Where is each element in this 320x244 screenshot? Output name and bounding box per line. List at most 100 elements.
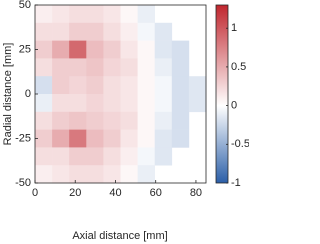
colorbar-tick-label: 0: [231, 100, 237, 112]
heatmap-cell: [103, 76, 121, 95]
chart: Axial distance [mm] Radial distance [mm]…: [2, 0, 249, 242]
heatmap-cell: [69, 22, 87, 41]
heatmap-cell: [52, 76, 70, 95]
heatmap-cell: [154, 147, 173, 166]
heatmap-cell: [52, 111, 70, 130]
heatmap-cell: [86, 76, 104, 95]
heatmap-cell: [154, 111, 173, 130]
colorbar-tick-label: 0.5: [231, 61, 246, 73]
heatmap-cell: [69, 40, 87, 59]
heatmap-cell: [154, 94, 173, 113]
heatmap-cell: [137, 129, 155, 148]
heatmap-cell: [154, 129, 173, 148]
y-tick-label: 25: [19, 43, 31, 55]
x-tick-label: 20: [69, 187, 81, 199]
heatmap-cell: [69, 58, 87, 77]
heatmap-cell: [120, 94, 138, 113]
heatmap-cell: [86, 147, 104, 166]
heatmap-cell: [154, 58, 173, 77]
heatmap-cell: [52, 40, 70, 59]
heatmap-cell: [103, 111, 121, 130]
heatmap-cell: [69, 94, 87, 113]
heatmap-cell: [86, 5, 104, 24]
heatmap-cell: [103, 147, 121, 166]
heatmap-cell: [35, 165, 53, 184]
heatmap-cell: [137, 111, 155, 130]
y-tick-label: -50: [15, 177, 31, 189]
y-tick-label: -25: [15, 132, 31, 144]
heatmap-cell: [103, 5, 121, 24]
x-tick-label: 40: [109, 187, 121, 199]
colorbar-tick-label: -0.5: [231, 138, 249, 150]
heatmap-cell: [35, 5, 53, 24]
heatmap-cell: [137, 58, 155, 77]
heatmap-cell: [52, 147, 70, 166]
y-tick-label: 50: [19, 0, 31, 11]
x-tick-label: 80: [190, 187, 202, 199]
heatmap-cell: [52, 94, 70, 113]
x-tick-label: 60: [150, 187, 162, 199]
heatmap-cell: [120, 40, 138, 59]
heatmap-cell: [69, 5, 87, 24]
heatmap-cell: [171, 40, 190, 59]
heatmap-cell: [103, 40, 121, 59]
heatmap-cell: [137, 40, 155, 59]
heatmap-cell: [86, 111, 104, 130]
heatmap-cell: [120, 165, 138, 184]
heatmap-cell: [69, 76, 87, 95]
heatmap-cell: [86, 94, 104, 113]
y-axis-label: Radial distance [mm]: [2, 43, 14, 146]
heatmap-cell: [86, 129, 104, 148]
heatmap-cell: [171, 76, 190, 95]
heatmap-cell: [69, 165, 87, 184]
heatmap-cell: [120, 5, 138, 24]
heatmap-cell: [120, 111, 138, 130]
heatmap-cell: [154, 76, 173, 95]
heatmap-cell: [52, 165, 70, 184]
heatmap-cell: [86, 22, 104, 41]
heatmap-cell: [69, 129, 87, 148]
heatmap-cell: [86, 58, 104, 77]
heatmap-cell: [137, 76, 155, 95]
heatmap-cell: [103, 58, 121, 77]
heatmap-cell: [86, 165, 104, 184]
heatmap-cell: [103, 22, 121, 41]
heatmap-cell: [52, 5, 70, 24]
heatmap-cell: [171, 58, 190, 77]
heatmap-cell: [52, 58, 70, 77]
heatmap-cell: [35, 40, 53, 59]
colorbar-tick-label: 1: [231, 22, 237, 34]
heatmap-cell: [137, 5, 155, 24]
x-axis-label: Axial distance [mm]: [72, 230, 167, 242]
heatmap-cell: [188, 76, 207, 95]
heatmap-cell: [103, 165, 121, 184]
heatmap-cell: [35, 94, 53, 113]
heatmap-cell: [120, 129, 138, 148]
heatmap-cell: [171, 94, 190, 113]
heatmap-cell: [120, 58, 138, 77]
heatmap-cell: [35, 111, 53, 130]
heatmap-cell: [154, 22, 173, 41]
x-tick-label: 0: [32, 187, 38, 199]
colorbar: [216, 5, 228, 183]
heatmap-cell: [137, 147, 155, 166]
heatmap-cell: [52, 22, 70, 41]
heatmap-cell: [52, 129, 70, 148]
heatmap-cell: [171, 129, 190, 148]
heatmap-cell: [69, 147, 87, 166]
heatmap-cell: [171, 111, 190, 130]
heatmap-cell: [86, 40, 104, 59]
heatmap-cell: [137, 165, 155, 184]
heatmap-cell: [137, 94, 155, 113]
heatmap-cell: [35, 22, 53, 41]
heatmap-cell: [120, 76, 138, 95]
heatmap-cell: [137, 22, 155, 41]
heatmap-cell: [35, 147, 53, 166]
heatmap-cell: [120, 147, 138, 166]
colorbar-frame: [215, 4, 229, 184]
heatmap-cell: [35, 76, 53, 95]
heatmap-cell: [103, 129, 121, 148]
heatmap-cell: [154, 40, 173, 59]
heatmap-cell: [69, 111, 87, 130]
